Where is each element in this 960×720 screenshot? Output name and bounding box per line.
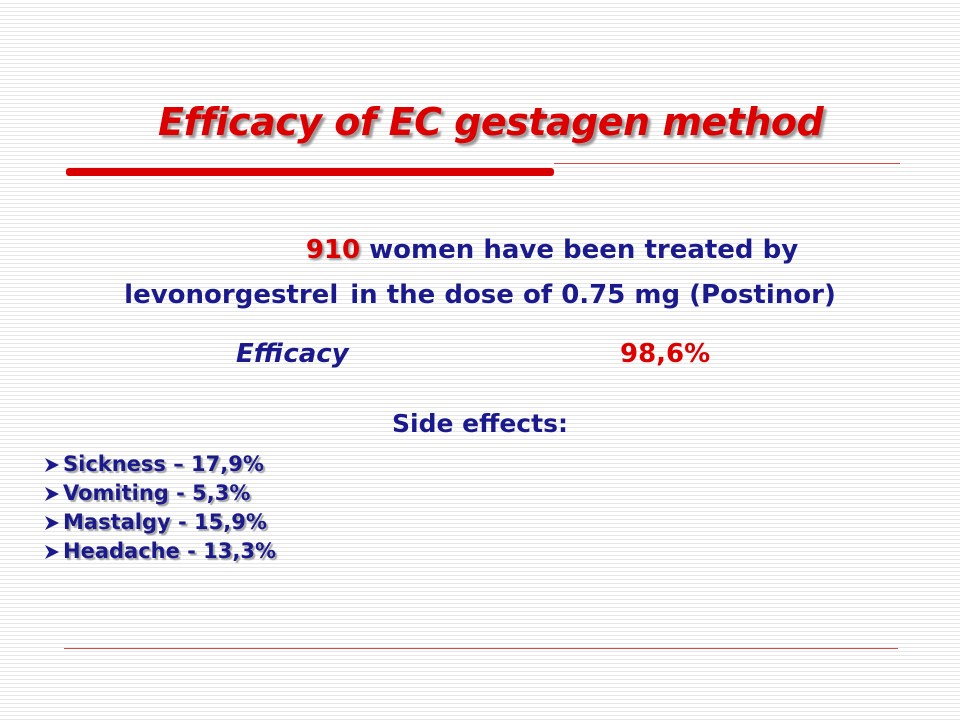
arrowhead-bullet-icon <box>45 544 59 559</box>
side-effect-sickness: Sickness – 17,9% <box>63 452 264 476</box>
list-item: Mastalgy - 15,9% <box>44 508 276 537</box>
intro-line-2: levonorgestrel in the dose of 0.75 mg (Po… <box>20 273 940 318</box>
arrowhead-bullet-icon <box>45 486 59 501</box>
title-underline-rule <box>554 163 900 164</box>
side-effect-headache: Headache - 13,3% <box>63 539 277 563</box>
arrowhead-bullet-icon <box>45 515 59 530</box>
arrowhead-bullet-icon <box>45 457 59 472</box>
intro-line-1: 910 women have been treated by <box>20 228 940 273</box>
slide-title: Efficacy of EC gestagen method <box>158 100 824 144</box>
side-effect-vomiting: Vomiting - 5,3% <box>63 481 251 505</box>
side-effects-list: Sickness – 17,9% Vomiting - 5,3% Mastalg… <box>44 450 276 566</box>
intro-text: 910 women have been treated by levonorge… <box>20 228 940 318</box>
title-underline-bar <box>66 168 554 176</box>
list-item: Headache - 13,3% <box>44 537 276 566</box>
intro-line-1-text: women have been treated by <box>360 235 799 265</box>
list-item: Sickness – 17,9% <box>44 450 276 479</box>
list-item: Vomiting - 5,3% <box>44 479 276 508</box>
efficacy-label: Efficacy <box>236 339 349 369</box>
dose-text: in the dose of 0.75 mg (Postinor) <box>350 280 836 310</box>
bottom-rule <box>64 648 898 649</box>
side-effect-mastalgy: Mastalgy - 15,9% <box>63 510 267 534</box>
women-count: 910 <box>305 235 361 265</box>
drug-name: levonorgestrel <box>124 280 339 310</box>
side-effects-heading: Side effects: <box>392 409 568 438</box>
efficacy-value: 98,6% <box>620 339 711 369</box>
